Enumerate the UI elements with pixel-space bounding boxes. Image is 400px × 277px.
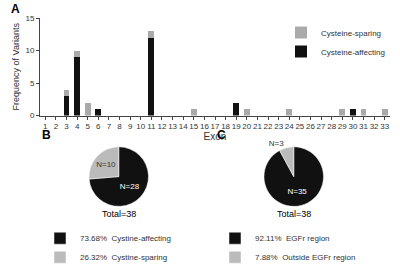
svg-text:1: 1 xyxy=(43,122,48,131)
svg-text:15: 15 xyxy=(25,14,34,23)
svg-text:13: 13 xyxy=(168,122,177,131)
svg-text:23: 23 xyxy=(274,122,283,131)
svg-text:26.32% Cystine-sparing: 26.32% Cystine-sparing xyxy=(80,253,167,262)
svg-text:33: 33 xyxy=(380,122,389,131)
svg-text:9: 9 xyxy=(128,122,133,131)
svg-text:27: 27 xyxy=(317,122,326,131)
svg-text:17: 17 xyxy=(211,122,220,131)
svg-text:19: 19 xyxy=(232,122,241,131)
svg-text:5: 5 xyxy=(30,79,35,88)
svg-text:5: 5 xyxy=(86,122,91,131)
svg-text:29: 29 xyxy=(338,122,347,131)
svg-text:N=3: N=3 xyxy=(269,139,284,148)
svg-text:26: 26 xyxy=(306,122,315,131)
svg-text:2: 2 xyxy=(54,122,59,131)
svg-text:N=35: N=35 xyxy=(287,187,307,196)
svg-text:Frequency of Variants: Frequency of Variants xyxy=(11,23,21,111)
svg-text:B: B xyxy=(42,128,51,142)
svg-text:30: 30 xyxy=(348,122,357,131)
svg-text:14: 14 xyxy=(179,122,188,131)
svg-text:24: 24 xyxy=(285,122,294,131)
svg-text:6: 6 xyxy=(96,122,101,131)
svg-text:21: 21 xyxy=(253,122,262,131)
svg-text:A: A xyxy=(11,2,20,16)
svg-text:Cysteine-affecting: Cysteine-affecting xyxy=(321,48,385,57)
svg-text:N=10: N=10 xyxy=(96,160,116,169)
svg-text:28: 28 xyxy=(327,122,336,131)
svg-text:22: 22 xyxy=(264,122,273,131)
svg-text:Total=38: Total=38 xyxy=(102,209,136,219)
svg-text:4: 4 xyxy=(75,122,80,131)
svg-text:15: 15 xyxy=(189,122,198,131)
svg-text:92.11% EGFr region: 92.11% EGFr region xyxy=(255,234,330,243)
svg-text:20: 20 xyxy=(242,122,251,131)
svg-text:16: 16 xyxy=(200,122,209,131)
svg-text:18: 18 xyxy=(221,122,230,131)
svg-text:7.88% Outside EGFr region: 7.88% Outside EGFr region xyxy=(255,253,356,262)
svg-text:0: 0 xyxy=(30,111,35,120)
svg-text:C: C xyxy=(217,128,226,142)
svg-text:Cysteine-sparing: Cysteine-sparing xyxy=(321,29,381,38)
svg-text:7: 7 xyxy=(107,122,112,131)
svg-text:11: 11 xyxy=(147,122,156,131)
svg-text:Total=38: Total=38 xyxy=(277,209,311,219)
svg-text:8: 8 xyxy=(117,122,122,131)
svg-text:Exon: Exon xyxy=(204,131,227,142)
svg-text:32: 32 xyxy=(370,122,379,131)
svg-text:10: 10 xyxy=(25,46,34,55)
svg-text:3: 3 xyxy=(64,122,69,131)
svg-text:N=28: N=28 xyxy=(120,182,140,191)
svg-text:31: 31 xyxy=(359,122,368,131)
svg-text:12: 12 xyxy=(158,122,167,131)
svg-text:73.68% Cystine-affecting: 73.68% Cystine-affecting xyxy=(80,234,171,243)
svg-text:25: 25 xyxy=(295,122,304,131)
svg-text:10: 10 xyxy=(136,122,145,131)
